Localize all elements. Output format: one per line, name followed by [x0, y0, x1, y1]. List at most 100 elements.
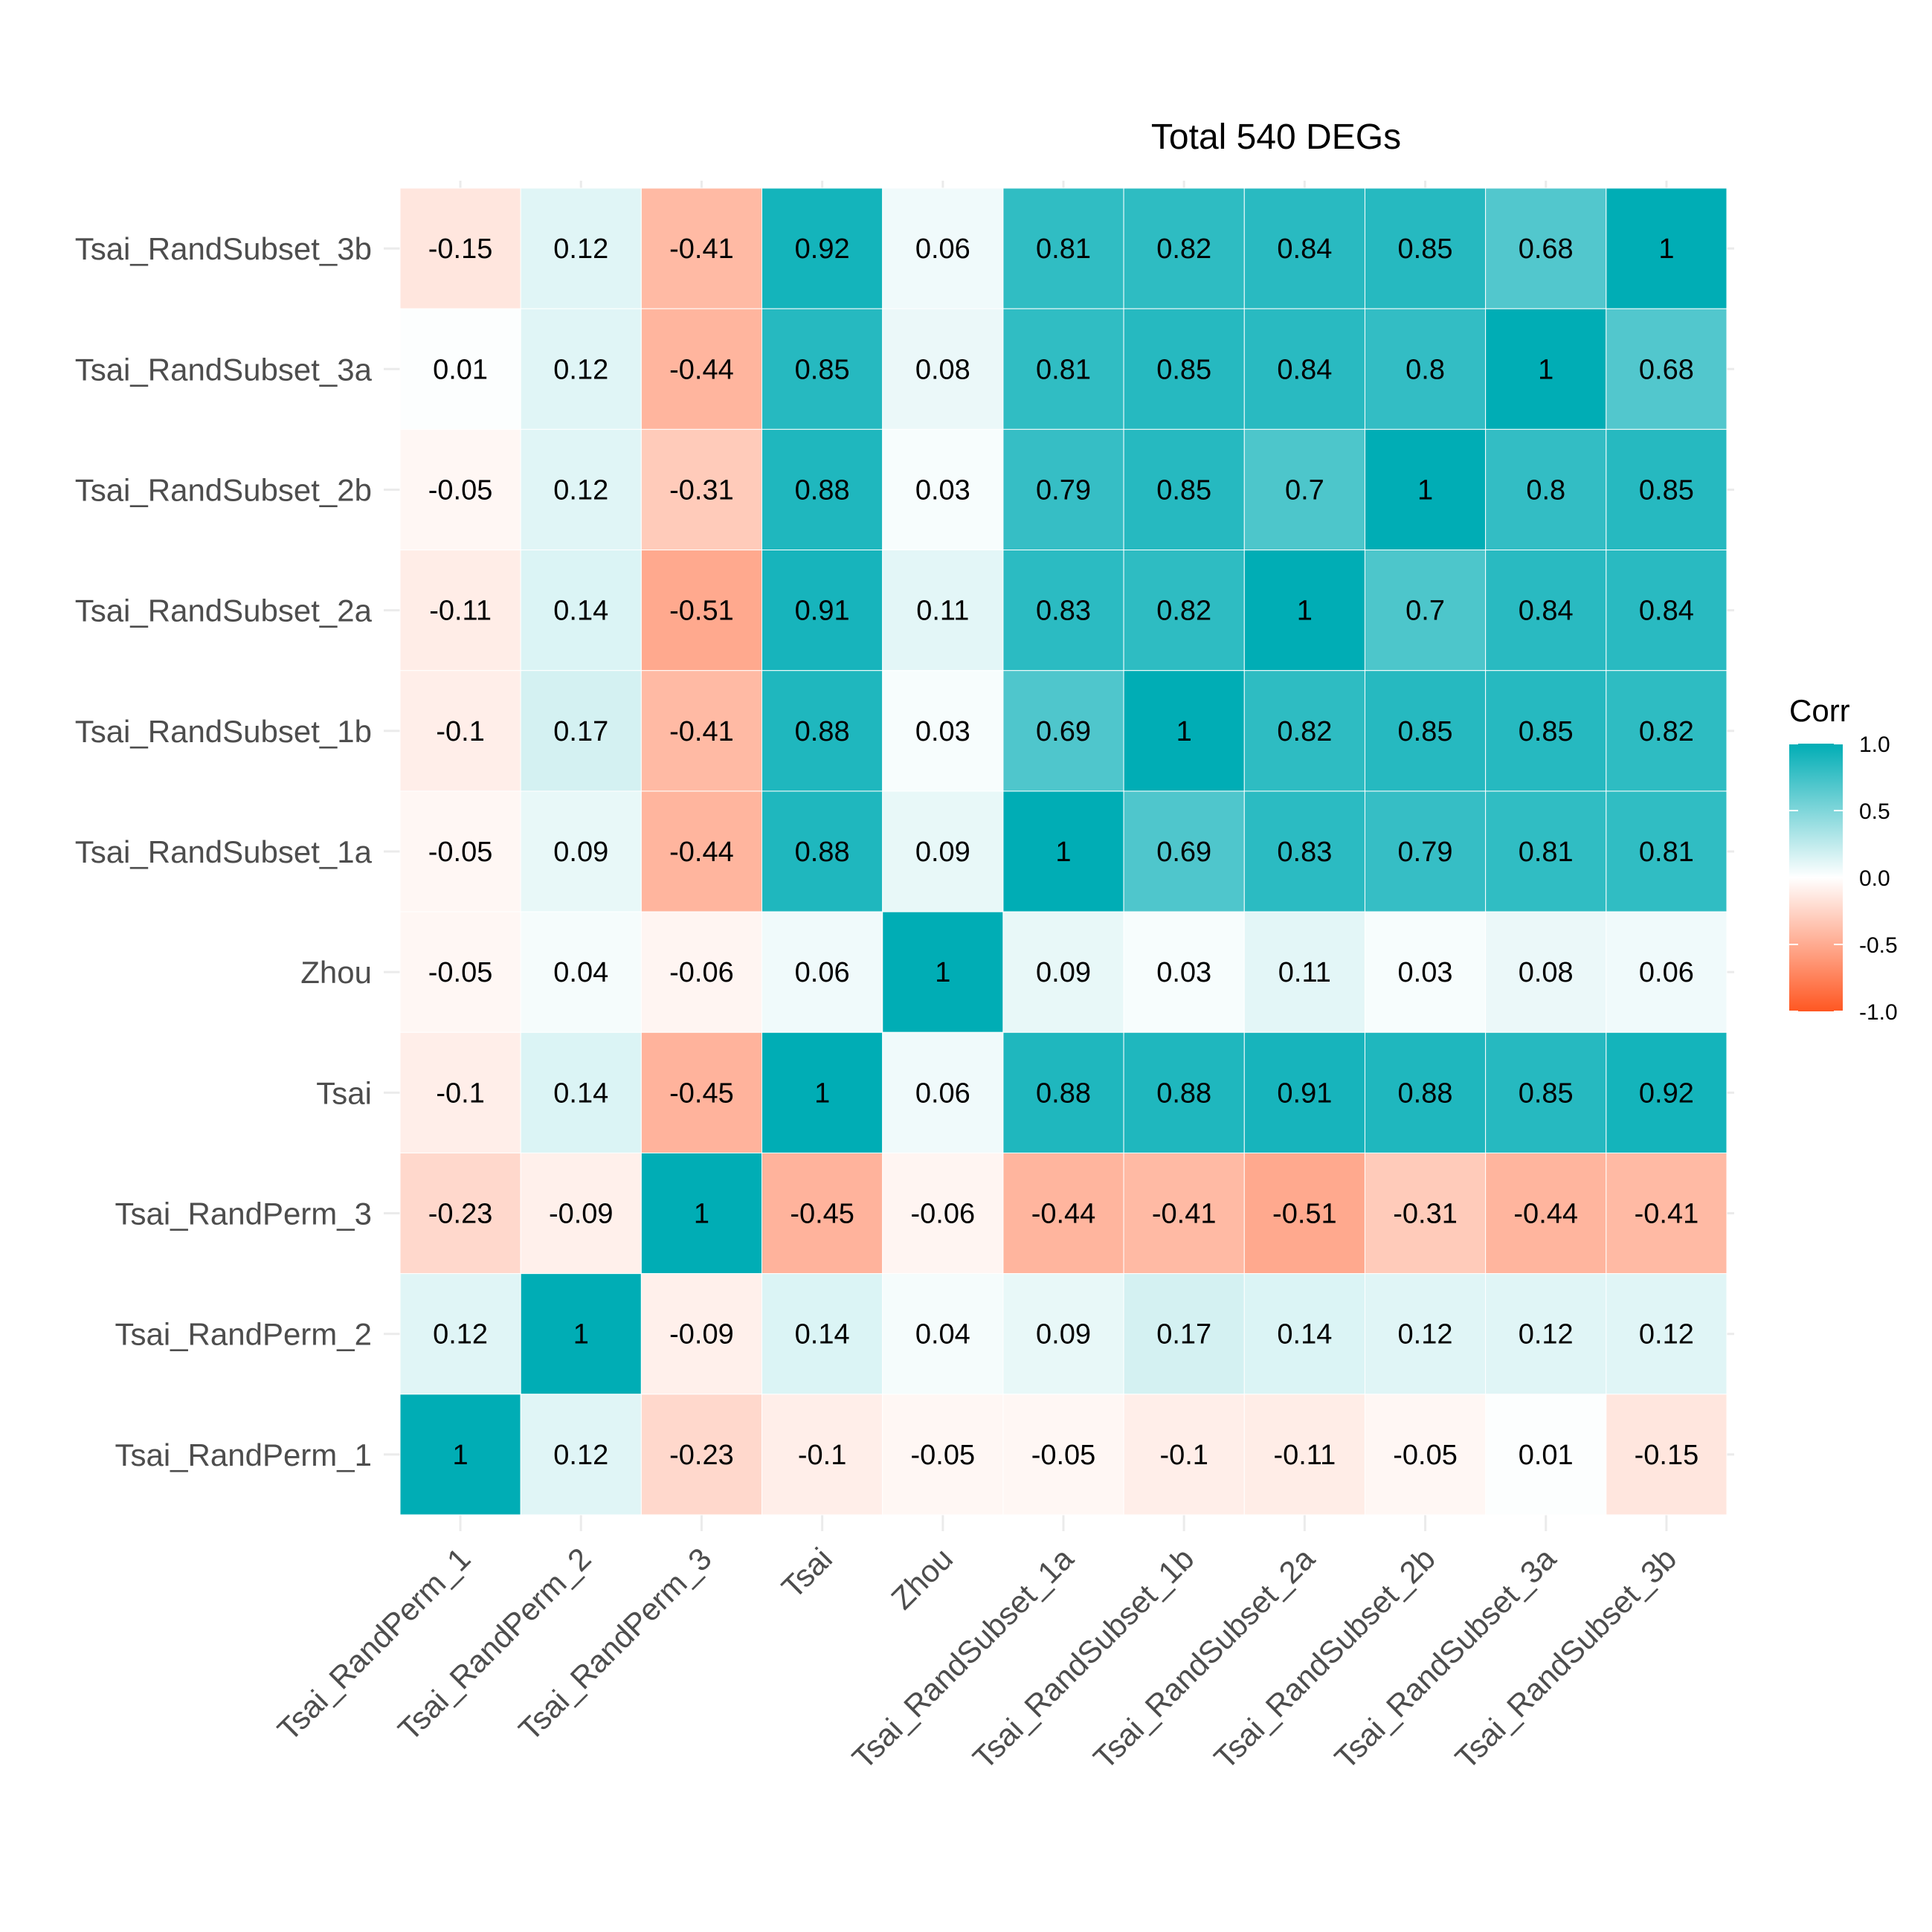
heatmap-cell	[1364, 428, 1487, 551]
cell-value-label: 0.14	[553, 1078, 608, 1109]
cell-value-label: 0.08	[915, 354, 970, 385]
heatmap-cell	[1243, 670, 1365, 792]
cell-value-label: -0.11	[429, 596, 492, 627]
cell-value-label: 0.84	[1519, 596, 1574, 627]
heatmap-cell	[1606, 1152, 1727, 1275]
cell-value-label: 1	[1658, 234, 1674, 265]
heatmap-cell	[1002, 187, 1124, 309]
heatmap-cell	[1002, 550, 1124, 672]
heatmap-cell	[1606, 308, 1727, 430]
x-axis-tick-labels: Tsai_RandPerm_1Tsai_RandPerm_2Tsai_RandP…	[271, 1541, 1683, 1776]
heatmap-cell	[520, 790, 642, 912]
heatmap-cell	[399, 308, 521, 430]
heatmap-cell	[1364, 1394, 1487, 1516]
cell-value-label: 0.92	[1639, 1078, 1694, 1109]
heatmap-cell	[882, 911, 1004, 1033]
heatmap-cell	[882, 1152, 1004, 1275]
heatmap-cell	[1485, 1152, 1607, 1275]
x-axis-tick-label: Zhou	[884, 1541, 959, 1616]
heatmap-cell	[1243, 1152, 1365, 1275]
cell-value-label: 0.04	[553, 957, 608, 988]
cell-value-label: 0.84	[1639, 596, 1694, 627]
cell-value-label: -0.44	[1513, 1199, 1578, 1230]
cell-value-label: 1	[935, 957, 950, 988]
cell-value-label: 0.82	[1639, 716, 1694, 747]
legend-tick-label: 0.5	[1859, 799, 1890, 824]
heatmap-cell	[1123, 550, 1245, 672]
y-axis-tick-label: Tsai_RandSubset_2b	[75, 472, 372, 507]
heatmap-cell	[1123, 670, 1245, 792]
heatmap-cell	[1123, 428, 1245, 551]
heatmap-cells	[399, 187, 1727, 1516]
cell-value-label: 0.81	[1519, 837, 1574, 868]
x-axis-tick-label: Tsai	[775, 1541, 839, 1605]
y-axis-tick-label: Tsai_RandSubset_2a	[75, 593, 373, 628]
cell-value-label: 0.88	[1036, 1078, 1091, 1109]
heatmap-cell	[882, 1394, 1004, 1516]
y-axis-tick-label: Tsai_RandPerm_1	[115, 1437, 372, 1472]
heatmap-cell	[761, 550, 883, 672]
legend-tick-label: -0.5	[1859, 933, 1898, 958]
heatmap-cell	[882, 428, 1004, 551]
heatmap-cell	[1485, 670, 1607, 792]
y-axis-tick-label: Tsai_RandSubset_3b	[75, 231, 372, 266]
cell-value-label: 0.88	[795, 474, 850, 506]
heatmap-cell	[520, 550, 642, 672]
cell-value-label: -0.31	[669, 474, 734, 506]
cell-value-label: 1	[1417, 474, 1433, 506]
y-axis-tick-label: Tsai_RandSubset_1b	[75, 714, 372, 749]
heatmap-cell	[1123, 1273, 1245, 1395]
cell-value-label: 0.88	[795, 837, 850, 868]
cell-value-label: 0.12	[1519, 1319, 1574, 1350]
cell-value-label: 0.91	[795, 596, 850, 627]
cell-value-label: -0.44	[1031, 1199, 1096, 1230]
cell-value-label: -0.23	[428, 1199, 493, 1230]
heatmap-cell	[761, 308, 883, 430]
heatmap-cell	[399, 1152, 521, 1275]
cell-value-label: 0.85	[1519, 716, 1574, 747]
x-axis-tick-label: Tsai_RandSubset_3b	[1449, 1541, 1684, 1776]
cell-value-label: 0.03	[1156, 957, 1211, 988]
cell-value-label: 0.81	[1036, 234, 1091, 265]
heatmap-cell	[1243, 1394, 1365, 1516]
heatmap-cell	[399, 670, 521, 792]
heatmap-cell	[1485, 428, 1607, 551]
heatmap-cell	[761, 1031, 883, 1153]
heatmap-cell	[1606, 187, 1727, 309]
cell-value-label: -0.05	[428, 957, 493, 988]
cell-value-label: -0.44	[669, 354, 734, 385]
cell-value-label: 0.17	[553, 716, 608, 747]
legend-tick-label: -1.0	[1859, 1000, 1898, 1025]
heatmap-cell	[520, 428, 642, 551]
heatmap-cell	[640, 911, 763, 1033]
heatmap-cell	[761, 1273, 883, 1395]
heatmap-cell	[1123, 187, 1245, 309]
heatmap-cell	[1364, 308, 1487, 430]
cell-value-label: 0.12	[433, 1319, 488, 1350]
heatmap-cell	[761, 670, 883, 792]
cell-value-label: 0.69	[1156, 837, 1211, 868]
y-axis-tick-label: Tsai	[316, 1075, 372, 1110]
heatmap-cell	[1606, 428, 1727, 551]
heatmap-cell	[761, 187, 883, 309]
cell-value-label: 0.8	[1405, 354, 1445, 385]
cell-value-label: 0.85	[1156, 474, 1211, 506]
heatmap-cell	[399, 428, 521, 551]
cell-value-label: -0.45	[669, 1078, 734, 1109]
cell-value-label: -0.15	[1635, 1440, 1699, 1471]
heatmap-cell	[1002, 911, 1124, 1033]
legend-ticks: 1.0 0.5 0.0 -0.5 -1.0	[1789, 732, 1898, 1025]
cell-value-label: -0.05	[1031, 1440, 1096, 1471]
heatmap-cell	[1364, 1031, 1487, 1153]
cell-value-label: -0.51	[669, 596, 734, 627]
heatmap-cell	[640, 308, 763, 430]
heatmap-cell	[1123, 308, 1245, 430]
cell-value-label: 0.14	[1277, 1319, 1332, 1350]
heatmap-cell	[882, 1031, 1004, 1153]
heatmap-cell	[520, 1152, 642, 1275]
heatmap-cell	[1364, 1152, 1487, 1275]
heatmap-cell	[1002, 790, 1124, 912]
color-legend: Corr 1.0 0.5 0.0 -0.5 -1.0	[1789, 693, 1898, 1025]
heatmap-cell	[882, 187, 1004, 309]
